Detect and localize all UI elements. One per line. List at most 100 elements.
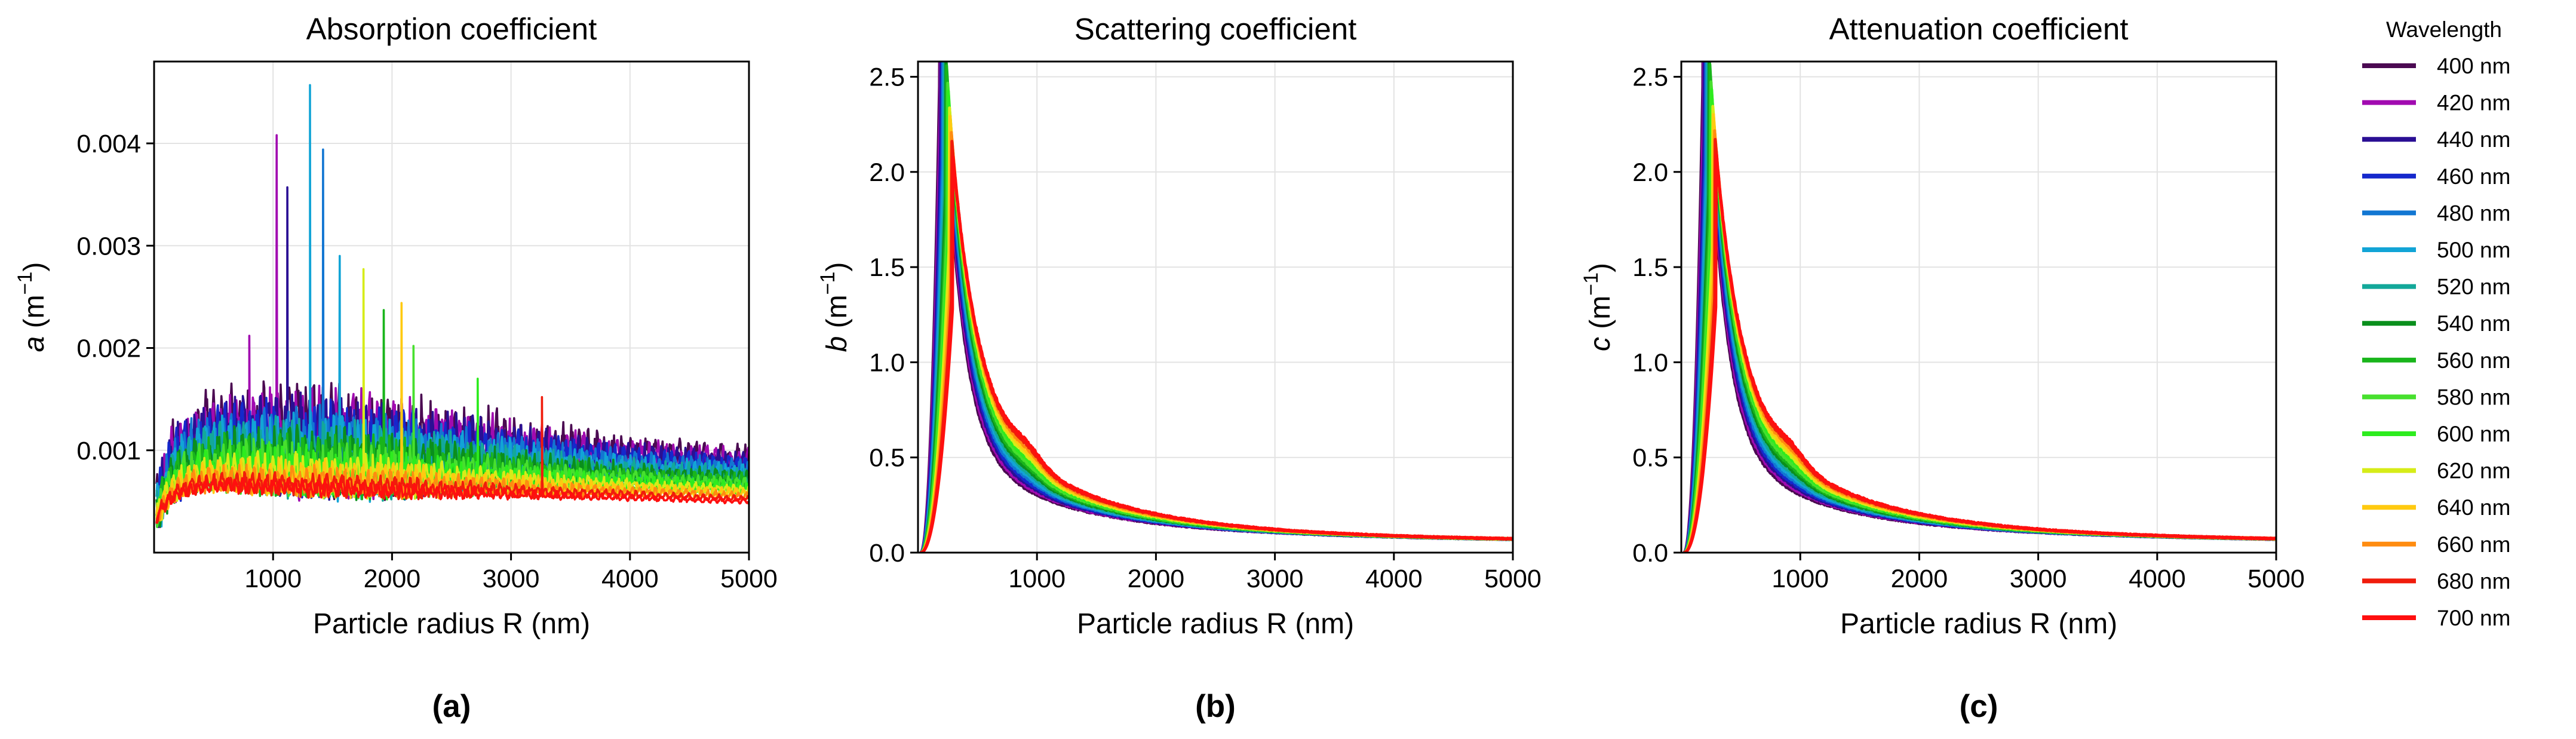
legend-label: 600 nm xyxy=(2437,422,2510,446)
y-tick-label: 0.004 xyxy=(76,130,141,158)
y-tick-label: 0.0 xyxy=(869,539,905,568)
series-line-620 xyxy=(1682,105,2276,553)
legend-label: 420 nm xyxy=(2437,91,2510,115)
y-tick-label: 2.0 xyxy=(1632,158,1668,187)
x-axis-label: Particle radius R (nm) xyxy=(1840,608,2117,640)
legend-label: 500 nm xyxy=(2437,238,2510,262)
y-axis-close: ) xyxy=(1585,263,1616,272)
legend-item: 480 nm xyxy=(2362,201,2510,225)
y-axis-unit: (m xyxy=(1585,296,1616,337)
y-axis-exponent: −1 xyxy=(816,272,839,295)
series-line-560 xyxy=(919,64,1513,553)
legend-item: 420 nm xyxy=(2362,91,2510,115)
y-tick-label: 0.003 xyxy=(76,232,141,260)
x-tick-label: 1000 xyxy=(1008,565,1066,593)
y-tick-label: 0.5 xyxy=(1632,444,1668,473)
y-axis-exponent: −1 xyxy=(1580,272,1602,296)
x-tick-label: 1000 xyxy=(1771,565,1829,593)
chart-title: Absorption coefficient xyxy=(306,12,597,46)
legend-item: 620 nm xyxy=(2362,459,2510,483)
legend-item: 600 nm xyxy=(2362,422,2510,446)
legend-item: 460 nm xyxy=(2362,164,2510,189)
legend-label: 480 nm xyxy=(2437,201,2510,225)
y-tick-label: 2.5 xyxy=(1632,63,1668,91)
x-tick-label: 4000 xyxy=(601,565,659,593)
y-tick-label: 2.0 xyxy=(869,158,905,187)
series-line-440 xyxy=(1682,62,2276,553)
chart-title: Attenuation coefficient xyxy=(1829,12,2129,46)
y-axis-label: c (m−1) xyxy=(1580,263,1616,351)
y-tick-label: 0.001 xyxy=(76,437,141,465)
series-line-680 xyxy=(919,140,1513,553)
y-tick-label: 1.0 xyxy=(869,348,905,377)
panel-b: 1000 2000 3000 4000 5000 0.0 0.5 1.0 1.5 2.0 2.5 Sc… xyxy=(816,12,1542,724)
y-tick-label: 1.5 xyxy=(869,253,905,282)
x-axis-label: Particle radius R (nm) xyxy=(313,608,590,640)
x-tick-label: 1000 xyxy=(244,565,302,593)
series-line-680 xyxy=(1682,137,2276,553)
series-line-640 xyxy=(1682,113,2276,553)
y-tick-label: 0.0 xyxy=(1632,539,1668,568)
legend: Wavelength 400 nm 420 nm 440 nm 460 nm 480 nm… xyxy=(2362,17,2510,630)
legend-item: 560 nm xyxy=(2362,348,2510,373)
x-tick-label: 3000 xyxy=(2010,565,2067,593)
x-tick-label: 5000 xyxy=(720,565,778,593)
legend-item: 580 nm xyxy=(2362,385,2510,409)
series-line-660 xyxy=(919,131,1513,553)
panel-c: 1000 2000 3000 4000 5000 0.0 0.5 1.0 1.5 2.0 2.5 At… xyxy=(1580,12,2305,724)
series-line-540 xyxy=(919,62,1513,553)
y-axis-label: b (m−1) xyxy=(816,262,853,352)
y-axis-exponent: −1 xyxy=(14,272,36,295)
legend-label: 660 nm xyxy=(2437,532,2510,557)
axes-frame xyxy=(153,60,750,554)
y-axis-unit: (m xyxy=(19,295,50,336)
x-tick-label: 5000 xyxy=(1484,565,1542,593)
series-group xyxy=(155,84,749,528)
legend-item: 520 nm xyxy=(2362,275,2510,299)
legend-item: 400 nm xyxy=(2362,54,2510,78)
series-group xyxy=(1682,62,2276,553)
x-tick-label: 2000 xyxy=(1891,565,1948,593)
y-tick-label: 1.5 xyxy=(1632,253,1668,282)
legend-label: 680 nm xyxy=(2437,569,2510,593)
panel-label: (c) xyxy=(1960,689,1998,724)
series-line-700 xyxy=(919,155,1513,553)
x-tick-label: 2000 xyxy=(1128,565,1185,593)
y-axis-close: ) xyxy=(821,262,853,272)
y-tick-label: 2.5 xyxy=(869,63,905,91)
legend-title: Wavelength xyxy=(2386,17,2502,42)
y-axis-var: b xyxy=(821,336,853,352)
x-tick-label: 3000 xyxy=(1246,565,1304,593)
legend-label: 440 nm xyxy=(2437,127,2510,152)
y-tick-label: 0.5 xyxy=(869,444,905,473)
axes-frame xyxy=(1680,60,2277,554)
y-tick-label: 0.002 xyxy=(76,335,141,363)
legend-label: 540 nm xyxy=(2437,311,2510,336)
legend-item: 680 nm xyxy=(2362,569,2510,593)
legend-item: 660 nm xyxy=(2362,532,2510,557)
series-line-580 xyxy=(1682,80,2276,553)
legend-label: 700 nm xyxy=(2437,606,2510,630)
legend-label: 460 nm xyxy=(2437,164,2510,189)
series-line-440 xyxy=(919,62,1513,553)
x-tick-label: 2000 xyxy=(364,565,421,593)
x-tick-label: 4000 xyxy=(1365,565,1423,593)
legend-label: 640 nm xyxy=(2437,495,2510,520)
legend-label: 520 nm xyxy=(2437,275,2510,299)
x-tick-label: 4000 xyxy=(2129,565,2186,593)
y-axis-close: ) xyxy=(19,262,50,272)
legend-item: 700 nm xyxy=(2362,606,2510,630)
series-group xyxy=(919,62,1513,553)
legend-item: 640 nm xyxy=(2362,495,2510,520)
x-axis-label: Particle radius R (nm) xyxy=(1077,608,1354,640)
series-line-560 xyxy=(1682,63,2276,553)
legend-label: 560 nm xyxy=(2437,348,2510,373)
panel-label: (a) xyxy=(432,689,471,724)
series-line-580 xyxy=(919,81,1513,553)
legend-item: 540 nm xyxy=(2362,311,2510,336)
legend-label: 400 nm xyxy=(2437,54,2510,78)
y-axis-label: a (m−1) xyxy=(14,262,50,352)
series-line-620 xyxy=(919,106,1513,553)
chart-title: Scattering coefficient xyxy=(1074,12,1357,46)
series-line-700 xyxy=(155,477,749,524)
